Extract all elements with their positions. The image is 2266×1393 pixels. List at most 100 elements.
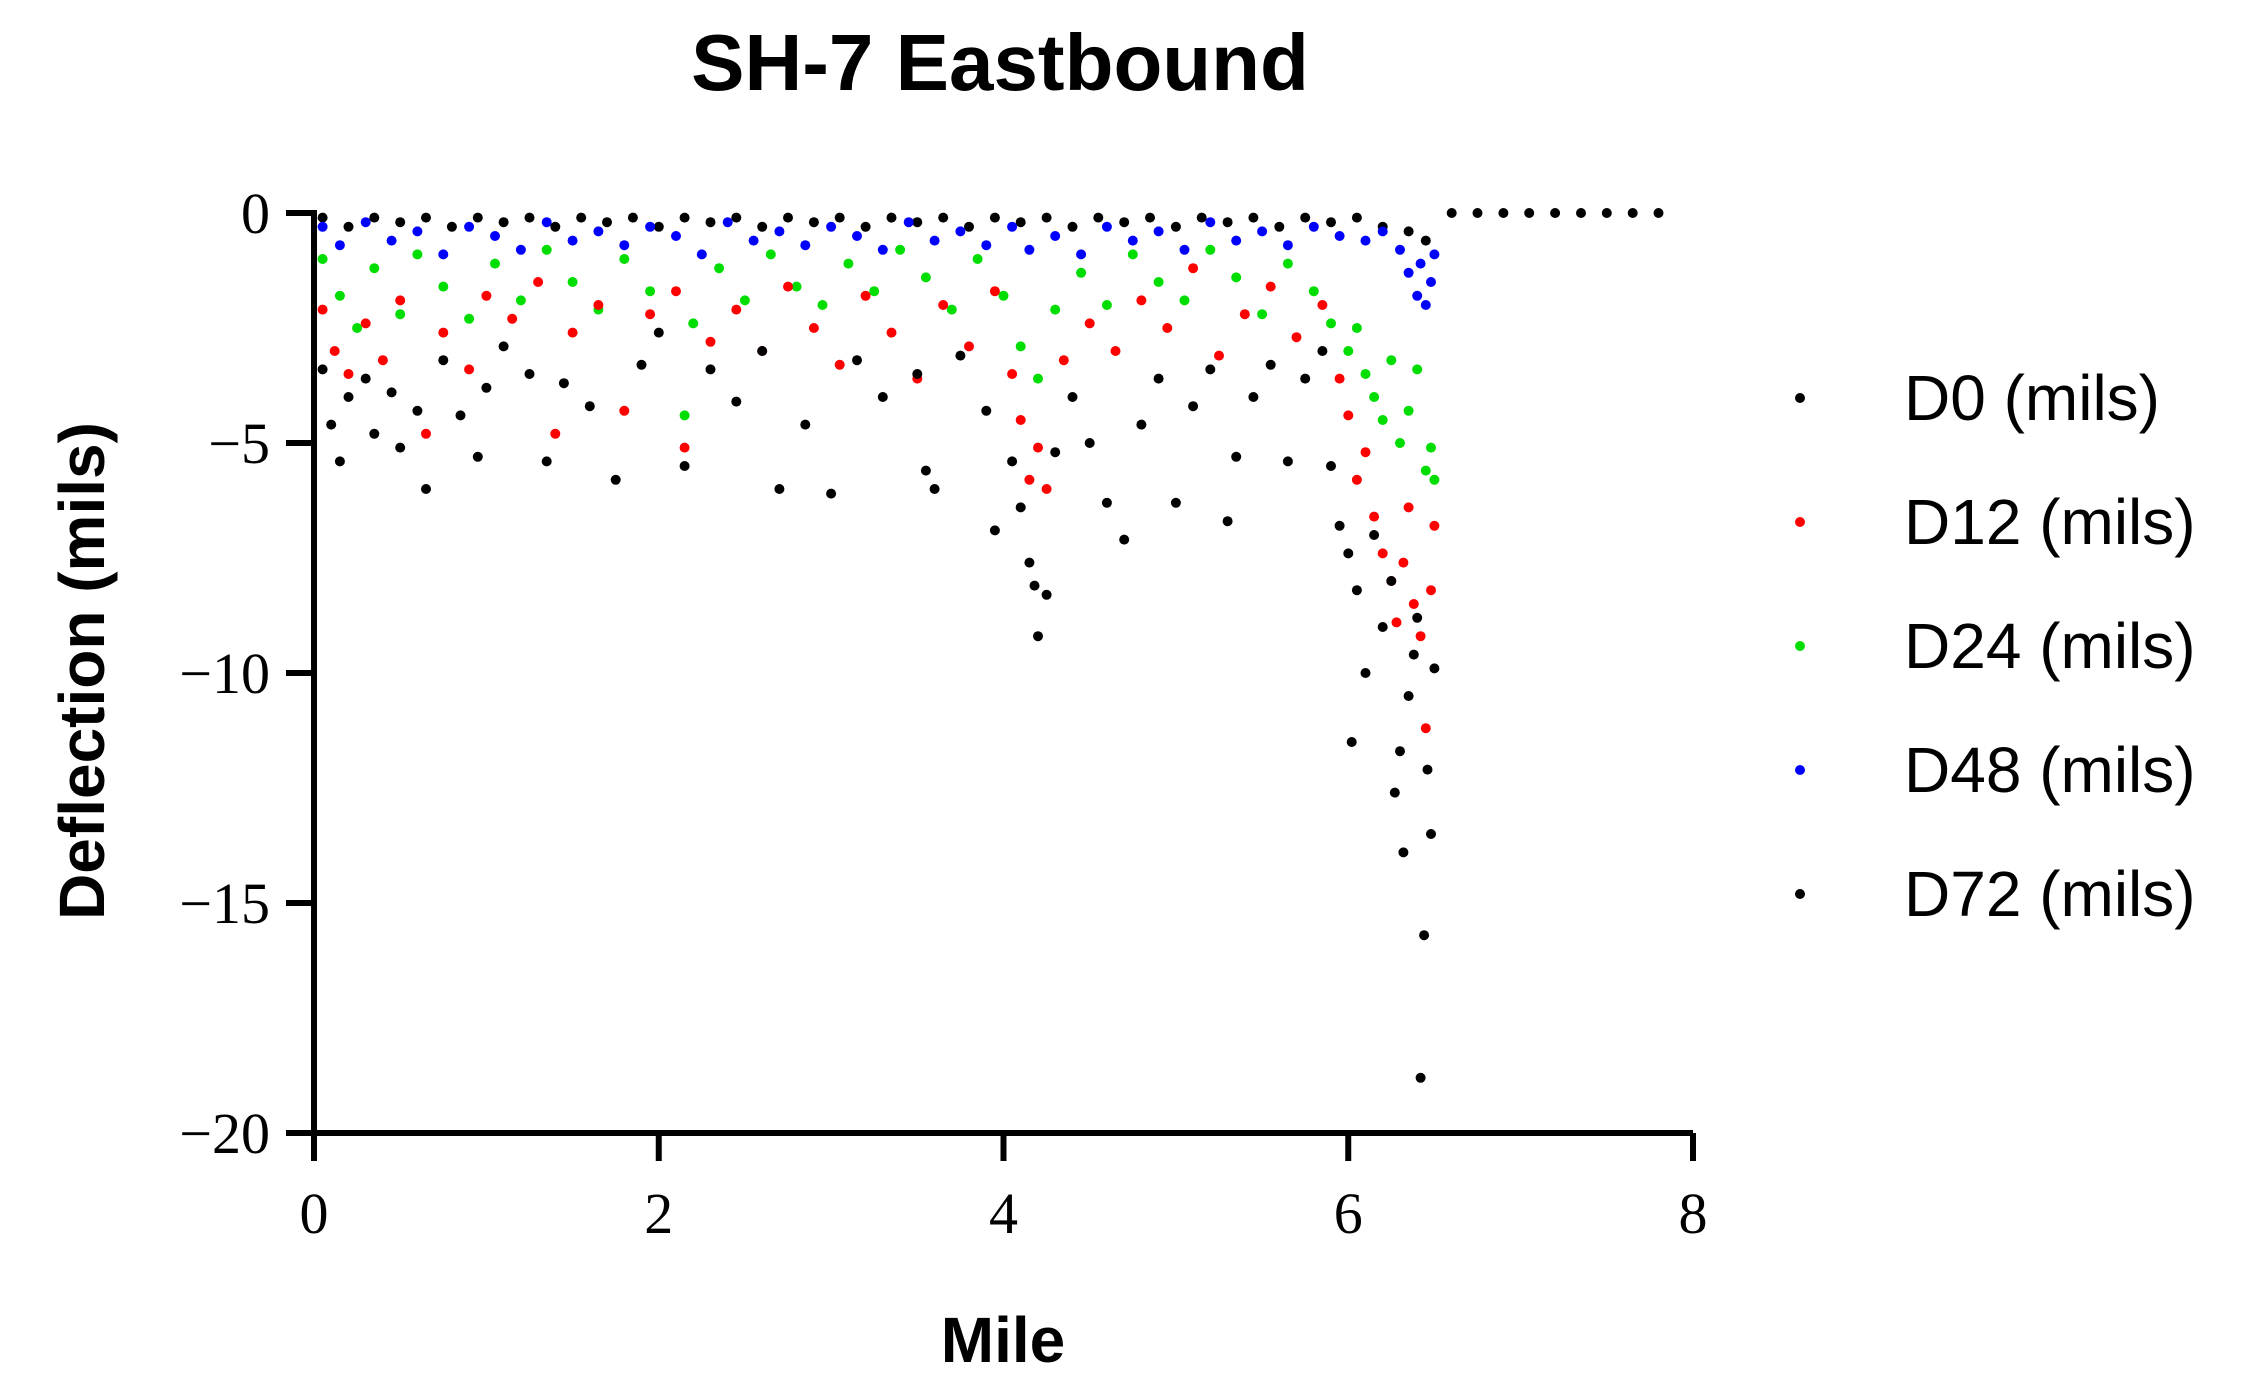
data-point bbox=[1395, 746, 1405, 757]
data-point bbox=[369, 263, 380, 274]
data-point bbox=[645, 286, 656, 297]
data-point bbox=[317, 304, 328, 315]
data-point bbox=[817, 300, 828, 310]
data-point bbox=[920, 272, 931, 283]
data-point bbox=[912, 369, 923, 379]
data-point bbox=[705, 364, 716, 375]
data-point bbox=[1282, 240, 1293, 251]
data-point bbox=[541, 244, 552, 255]
data-point bbox=[1231, 272, 1242, 283]
data-point bbox=[1205, 244, 1216, 255]
data-point bbox=[412, 249, 423, 260]
data-point bbox=[705, 217, 716, 228]
data-point bbox=[1334, 231, 1345, 241]
data-point bbox=[688, 318, 699, 329]
data-point bbox=[774, 484, 785, 494]
data-point bbox=[808, 217, 819, 228]
data-point bbox=[946, 304, 957, 315]
data-point bbox=[1395, 438, 1405, 448]
data-point bbox=[1386, 355, 1397, 366]
data-point bbox=[679, 410, 690, 421]
data-point bbox=[757, 221, 768, 232]
data-point bbox=[481, 382, 492, 393]
legend-label: D12 (mils) bbox=[1904, 486, 2196, 558]
data-point bbox=[567, 327, 578, 338]
data-point bbox=[1179, 295, 1190, 306]
data-point bbox=[472, 212, 483, 223]
data-point bbox=[964, 341, 974, 352]
data-point bbox=[515, 244, 526, 255]
data-point bbox=[1426, 585, 1436, 596]
data-point bbox=[731, 212, 742, 223]
data-point bbox=[834, 212, 845, 223]
legend-marker bbox=[1795, 765, 1805, 775]
data-point bbox=[395, 217, 406, 228]
data-point bbox=[774, 226, 785, 237]
data-point bbox=[1429, 474, 1440, 485]
data-point bbox=[1058, 355, 1069, 366]
data-point bbox=[1576, 208, 1586, 218]
data-point bbox=[369, 212, 380, 223]
data-point bbox=[679, 461, 690, 471]
y-tick-label: −5 bbox=[208, 411, 270, 476]
data-point bbox=[1403, 226, 1414, 237]
data-point bbox=[481, 290, 492, 301]
data-point bbox=[1377, 548, 1388, 559]
data-point bbox=[1300, 373, 1311, 384]
data-point bbox=[1101, 221, 1112, 232]
legend-label: D72 (mils) bbox=[1904, 858, 2196, 930]
data-point bbox=[1420, 465, 1431, 476]
data-point bbox=[1601, 208, 1612, 218]
data-point bbox=[1033, 373, 1043, 384]
data-point bbox=[834, 359, 845, 370]
data-point bbox=[714, 263, 725, 274]
data-point bbox=[1222, 217, 1233, 228]
data-point bbox=[1412, 612, 1423, 623]
data-point bbox=[498, 217, 509, 228]
data-point bbox=[1076, 267, 1087, 278]
data-point bbox=[395, 309, 406, 320]
data-point bbox=[1084, 318, 1095, 329]
data-point bbox=[317, 364, 328, 375]
data-point bbox=[1231, 451, 1242, 462]
data-point bbox=[1472, 208, 1483, 218]
data-point bbox=[395, 442, 406, 453]
data-point bbox=[731, 396, 742, 407]
data-point bbox=[1274, 221, 1285, 232]
data-point bbox=[989, 212, 1000, 223]
data-point bbox=[524, 369, 535, 379]
data-point bbox=[1007, 456, 1018, 467]
data-point bbox=[1360, 668, 1371, 678]
data-point bbox=[1145, 212, 1155, 223]
data-point bbox=[386, 235, 397, 246]
data-point bbox=[981, 240, 992, 251]
data-point bbox=[455, 410, 466, 421]
data-point bbox=[955, 350, 966, 361]
data-point bbox=[1101, 497, 1112, 508]
data-point bbox=[1627, 208, 1638, 218]
data-point bbox=[1188, 263, 1199, 274]
legend-label: D24 (mils) bbox=[1904, 610, 2196, 682]
data-point bbox=[446, 221, 457, 232]
data-point bbox=[602, 217, 612, 228]
data-point bbox=[334, 456, 345, 467]
data-point bbox=[929, 235, 940, 246]
data-point bbox=[783, 281, 793, 292]
data-point bbox=[1351, 585, 1362, 596]
data-point bbox=[541, 217, 552, 228]
data-point bbox=[852, 231, 862, 241]
data-point bbox=[1222, 516, 1233, 527]
data-point bbox=[877, 244, 888, 255]
data-point bbox=[1291, 332, 1302, 343]
data-point bbox=[343, 221, 354, 232]
y-tick-label: −10 bbox=[179, 641, 270, 706]
data-point bbox=[386, 387, 397, 398]
data-point bbox=[515, 295, 526, 306]
data-point bbox=[1015, 502, 1026, 513]
y-tick-label: −20 bbox=[179, 1101, 270, 1166]
data-point bbox=[317, 221, 328, 232]
data-point bbox=[645, 309, 656, 320]
data-point bbox=[929, 484, 940, 494]
data-point bbox=[765, 249, 776, 260]
data-point bbox=[1415, 631, 1426, 642]
